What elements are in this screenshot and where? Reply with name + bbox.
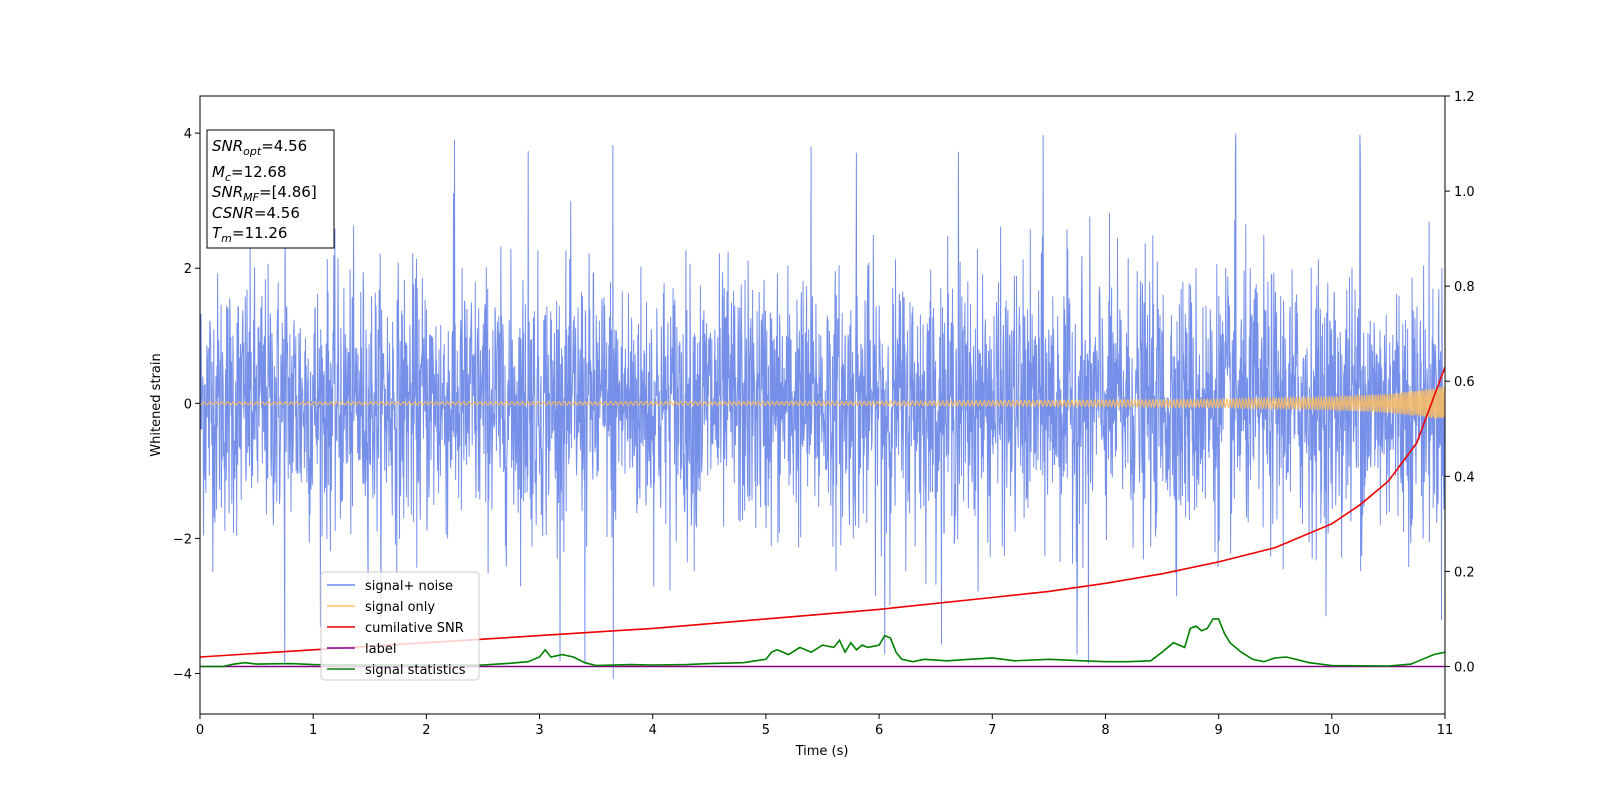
x-axis-title: Time (s)	[795, 744, 849, 759]
y2-tick-label: 0.0	[1454, 660, 1475, 675]
y-tick-label: −2	[173, 532, 192, 547]
info-box-line: SNRopt=4.56	[212, 137, 307, 158]
signal-only-trace	[200, 386, 1445, 419]
info-box-line: SNRMF=[4.86]	[212, 183, 317, 204]
signal-noise-line	[200, 133, 1445, 680]
x-tick-label: 1	[309, 723, 317, 738]
signal-only-line	[200, 386, 1445, 419]
legend-item-cumulative-snr: cumilative SNR	[365, 621, 464, 636]
x-tick-label: 0	[196, 723, 204, 738]
legend-frame	[320, 571, 480, 681]
info-box-frame	[206, 129, 335, 249]
legend-item-signal-statistics: signal statistics	[365, 663, 466, 678]
y2-tick-label: 1.2	[1454, 90, 1475, 105]
plot-frame	[199, 95, 1446, 715]
y2-tick-label: 0.6	[1454, 375, 1475, 390]
signal-noise-trace	[200, 133, 1445, 680]
info-box-line: CSNR=4.56	[212, 204, 300, 222]
x-tick-label: 6	[875, 723, 883, 738]
y2-tick-label: 0.2	[1454, 565, 1475, 580]
legend[interactable]: signal+ noise signal only cumilative SNR la…	[320, 571, 480, 681]
x-tick-label: 7	[988, 723, 996, 738]
y-tick-label: 4	[184, 127, 192, 142]
x-tick-label: 9	[1214, 723, 1222, 738]
x-tick-label: 11	[1437, 723, 1454, 738]
y-tick-label: −4	[173, 667, 192, 682]
y2-tick-label: 0.8	[1454, 280, 1475, 295]
signal-statistics-line	[200, 618, 1445, 668]
axes: 0 1 2 3 4 5 6 7 8 9 10 11 −4 −2 0 2 4 0.0 0.2 0.4 0.6 0.8 1.0 1…	[173, 90, 1475, 738]
y-axis-title: Whitened strain	[149, 353, 164, 456]
y-tick-label: 2	[184, 262, 192, 277]
legend-item-signal-noise: signal+ noise	[365, 579, 453, 594]
x-tick-label: 8	[1101, 723, 1109, 738]
info-box-line: Tm=11.26	[212, 224, 287, 245]
y-tick-label: 0	[184, 397, 192, 412]
legend-item-label: label	[365, 642, 396, 657]
parameter-info-box: SNRopt=4.56 Mc=12.68SNRMF=[4.86]CSNR=4.56…	[206, 129, 335, 249]
cumulative-snr-line	[200, 366, 1445, 658]
x-tick-label: 2	[422, 723, 430, 738]
x-tick-label: 5	[762, 723, 770, 738]
legend-item-signal-only: signal only	[365, 600, 435, 615]
y2-tick-label: 1.0	[1454, 185, 1475, 200]
x-tick-label: 3	[535, 723, 543, 738]
x-tick-label: 4	[649, 723, 657, 738]
x-tick-label: 10	[1324, 723, 1341, 738]
y2-tick-label: 0.4	[1454, 470, 1475, 485]
info-box-line: Mc=12.68	[212, 163, 287, 184]
